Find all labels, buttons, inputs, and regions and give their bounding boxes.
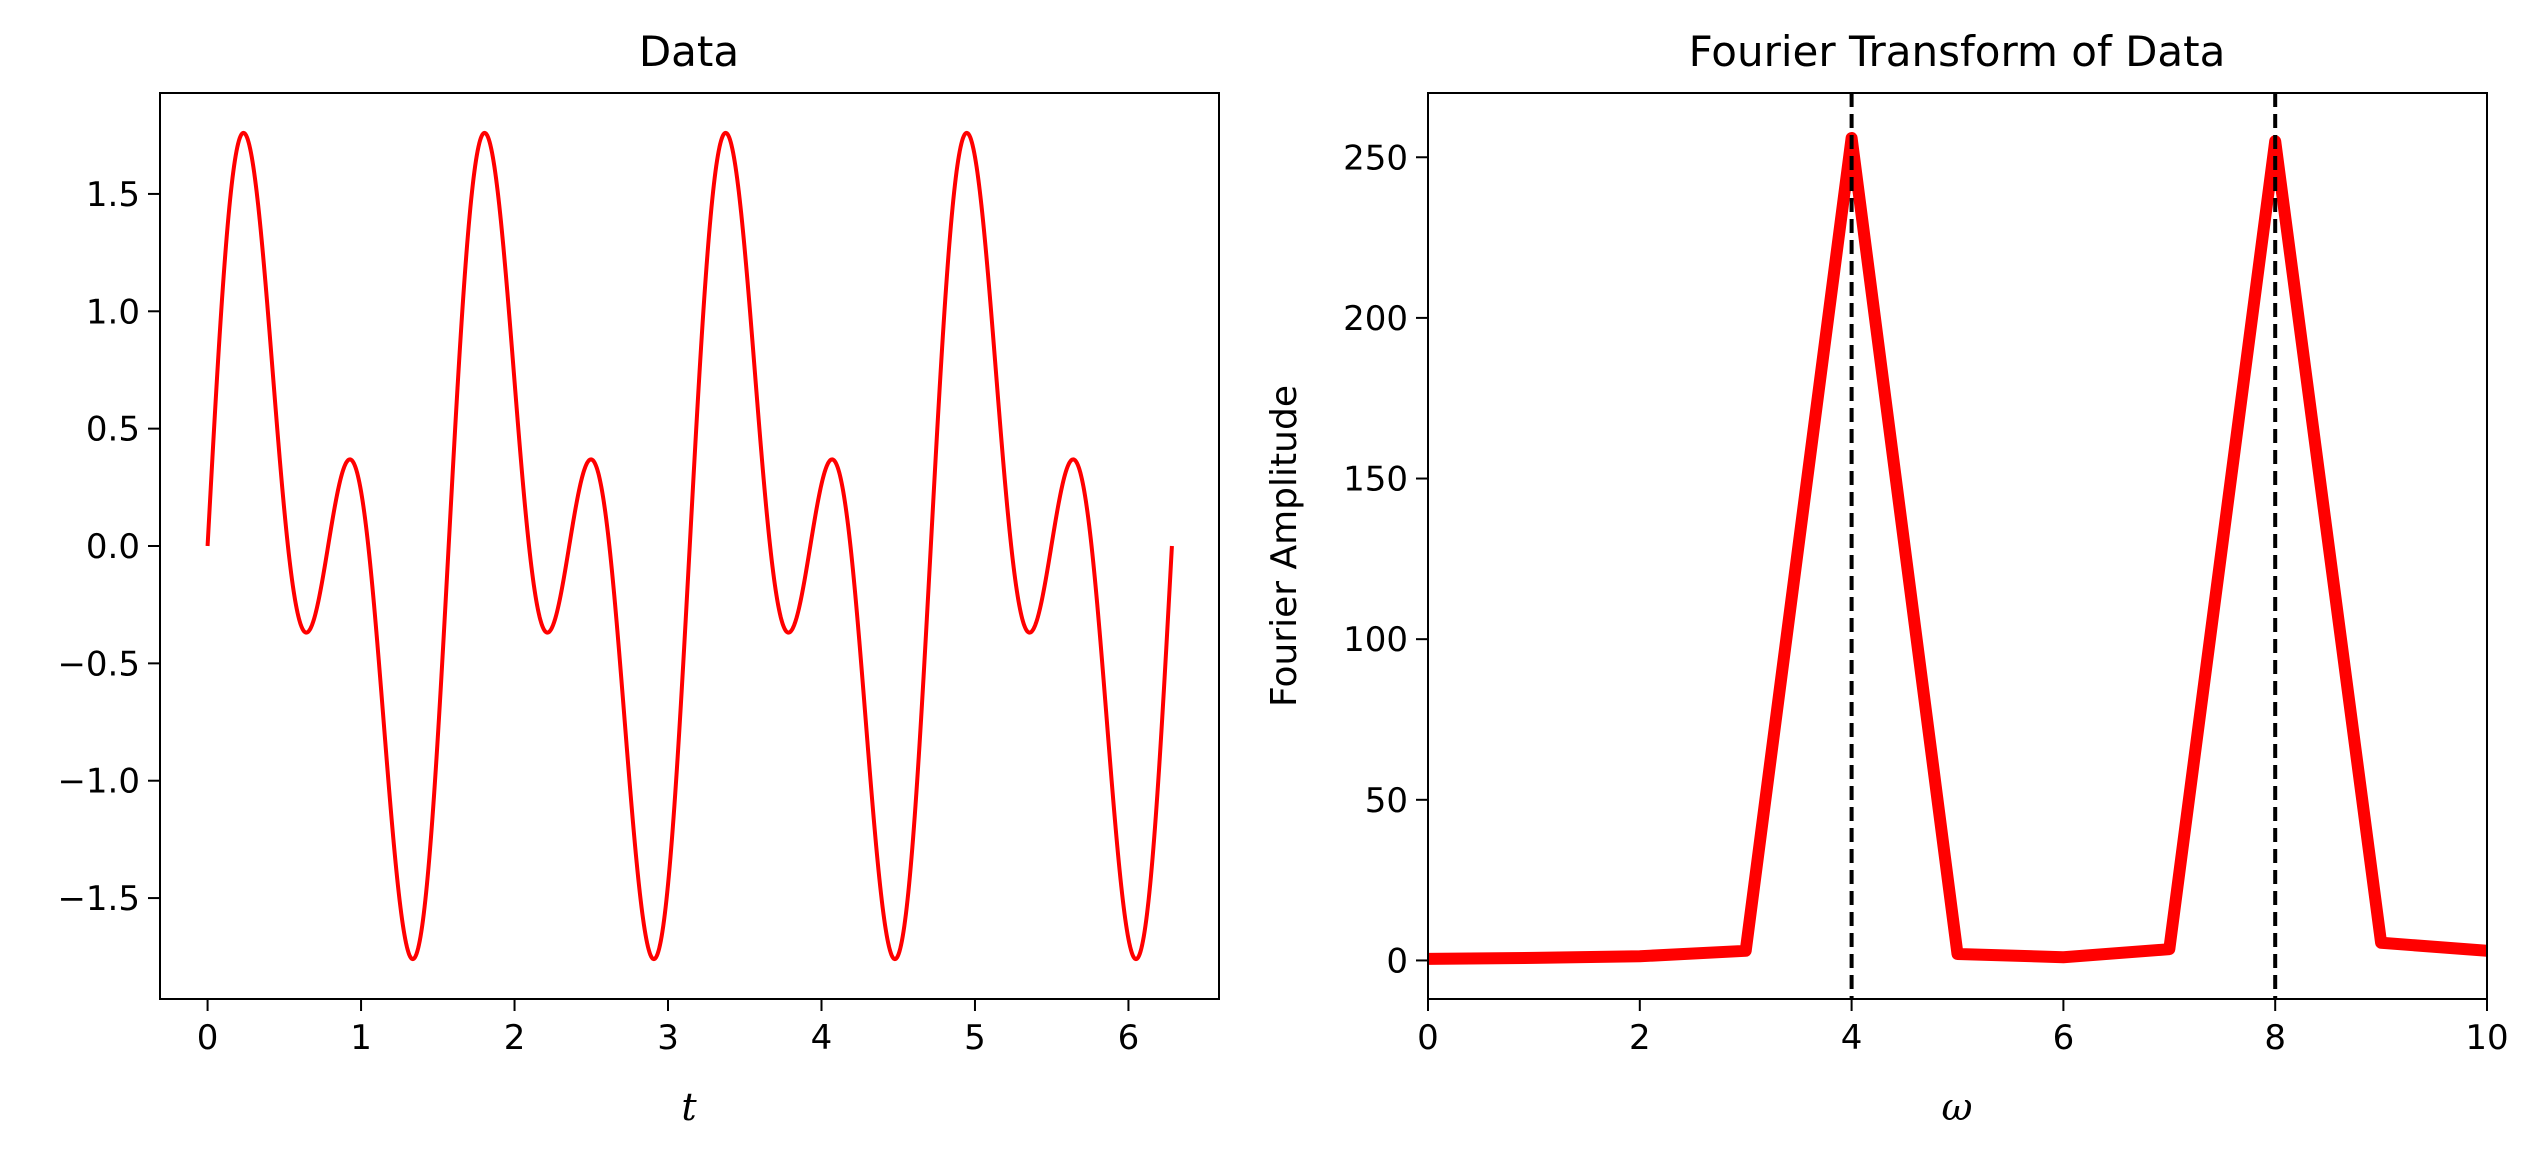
data-x-tick-label: 6 [1118,1018,1140,1058]
fourier-x-ticks: 0 2 4 6 8 10 [1417,999,2509,1058]
data-y-tick-label: −1.5 [57,879,140,919]
data-chart-title: Data [639,27,739,76]
data-axes-frame [159,92,1220,1000]
data-x-ticks: 0 1 2 3 4 5 6 [197,999,1140,1058]
data-y-tick-label: 0.0 [86,527,140,567]
fourier-y-axis-label: Fourier Amplitude [1264,385,1305,707]
data-y-tick-label: 1.5 [86,175,140,215]
fourier-x-tick-label: 6 [2053,1018,2075,1058]
data-y-ticks: −1.5 −1.0 −0.5 0.0 0.5 1.0 1.5 [57,175,160,919]
fourier-x-tick-label: 0 [1417,1018,1439,1058]
fourier-y-tick-label: 200 [1343,299,1408,339]
data-x-axis-label: t [681,1085,697,1129]
data-x-tick-label: 5 [964,1018,986,1058]
fourier-y-tick-label: 100 [1343,620,1408,660]
fourier-amplitude-line [1428,131,2487,965]
fourier-panel: Fourier Transform of Data 0 2 4 6 8 10 0 50 100… [1264,27,2509,1129]
fourier-x-tick-label: 8 [2264,1018,2286,1058]
data-x-tick-label: 3 [657,1018,679,1058]
data-x-tick-label: 0 [197,1018,219,1058]
fourier-y-tick-label: 50 [1365,781,1408,821]
data-panel: Data 0 1 2 3 4 5 6 −1.5 −1.0 −0.5 0.0 0.5 1.0 1.5 t [57,27,1220,1129]
fourier-reference-lines [1849,93,2278,999]
data-y-tick-label: −0.5 [57,644,140,684]
fourier-y-tick-label: 150 [1343,460,1408,500]
data-x-tick-label: 4 [811,1018,833,1058]
fourier-x-tick-label: 10 [2465,1018,2508,1058]
data-signal-line [205,130,1174,962]
data-x-tick-label: 2 [504,1018,526,1058]
fourier-series-group [1428,131,2487,965]
fourier-x-axis-label: ω [1942,1085,1973,1129]
fourier-y-tick-label: 250 [1343,138,1408,178]
data-y-tick-label: −1.0 [57,762,140,802]
data-x-tick-label: 1 [350,1018,372,1058]
fourier-y-ticks: 0 50 100 150 200 250 [1343,138,1428,981]
fourier-axes-frame [1427,92,2488,1000]
data-y-tick-label: 1.0 [86,292,140,332]
data-y-tick-label: 0.5 [86,410,140,450]
fourier-y-tick-label: 0 [1386,941,1408,981]
data-series-group [205,130,1174,962]
fourier-x-tick-label: 4 [1841,1018,1863,1058]
fourier-x-tick-label: 2 [1629,1018,1651,1058]
fourier-chart-title: Fourier Transform of Data [1689,27,2226,76]
